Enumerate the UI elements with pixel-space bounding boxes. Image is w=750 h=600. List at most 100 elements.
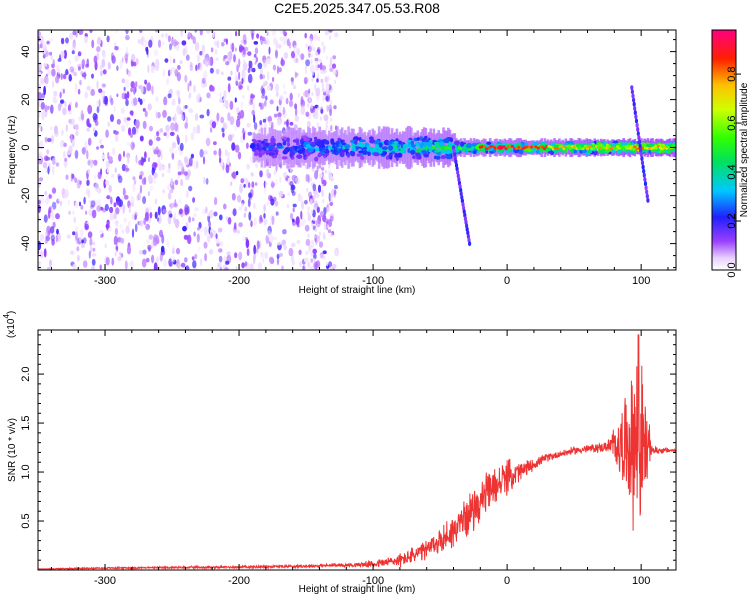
noise-cell [175, 90, 180, 95]
noise-cell [185, 190, 189, 198]
noise-cell [76, 246, 80, 252]
noise-cell [258, 102, 262, 107]
y-tick-label: 1.0 [20, 464, 32, 479]
noise-cell [169, 54, 172, 64]
noise-cell [322, 250, 327, 255]
colorbar-tick-label: 0.8 [726, 66, 738, 81]
noise-cell [180, 30, 183, 33]
noise-cell [174, 113, 177, 123]
noise-cell [38, 36, 41, 42]
streak-cell [456, 173, 460, 179]
noise-cell [329, 56, 333, 65]
noise-cell [40, 102, 45, 110]
noise-cell [55, 213, 60, 220]
noise-cell [47, 266, 51, 270]
noise-cell [300, 105, 305, 115]
noise-cell [184, 122, 188, 129]
noise-cell [206, 30, 211, 34]
band-blob [617, 149, 622, 155]
noise-cell [209, 127, 213, 133]
noise-cell [278, 103, 282, 113]
noise-cell [182, 225, 187, 232]
band-blob [604, 148, 611, 153]
noise-cell [313, 253, 317, 260]
noise-cell [323, 45, 326, 50]
noise-cell [247, 131, 253, 136]
noise-cell [234, 47, 237, 52]
band-blob [370, 147, 374, 150]
noise-cell [196, 94, 200, 103]
noise-cell [301, 200, 305, 210]
band-blob [330, 138, 335, 144]
noise-cell [275, 49, 278, 59]
band-cell [416, 130, 420, 165]
noise-cell [177, 65, 181, 70]
noise-cell [121, 229, 125, 235]
noise-cell [48, 194, 53, 199]
noise-cell [213, 40, 218, 46]
band-core [536, 146, 540, 150]
band-blob [412, 155, 416, 159]
noise-cell [96, 100, 99, 108]
noise-cell [279, 30, 284, 35]
noise-cell [137, 39, 142, 44]
noise-cell [230, 70, 233, 76]
noise-cell [308, 244, 311, 250]
noise-cell [221, 71, 224, 76]
noise-cell [201, 77, 206, 84]
noise-cell [273, 170, 277, 175]
noise-cell [223, 203, 227, 210]
noise-cell [133, 179, 137, 185]
noise-cell [118, 153, 122, 162]
noise-cell [180, 114, 185, 121]
noise-cell [206, 92, 211, 99]
band-blob [310, 147, 316, 150]
noise-cell [174, 218, 180, 229]
noise-cell [328, 173, 333, 180]
noise-cell [326, 224, 330, 229]
noise-cell [317, 87, 320, 92]
noise-cell [134, 223, 138, 233]
noise-cell [329, 67, 334, 72]
band-blob [283, 136, 287, 141]
band-blob [338, 143, 343, 147]
x-tick-label: 100 [632, 575, 650, 587]
noise-cell [40, 77, 45, 85]
noise-cell [59, 91, 62, 99]
noise-cell [119, 223, 123, 230]
noise-cell [199, 50, 203, 56]
streak-cell [462, 205, 466, 211]
noise-cell [107, 151, 110, 160]
noise-cell [311, 77, 314, 82]
noise-cell [223, 96, 227, 103]
noise-cell [208, 220, 212, 228]
noise-cell [111, 257, 115, 266]
band-core [616, 145, 620, 148]
noise-cell [76, 179, 81, 189]
noise-cell [174, 149, 178, 154]
noise-cell [114, 46, 119, 51]
noise-cell [127, 155, 130, 164]
snr-axes: -300 -200 -100 0 100 0.5 1.0 1.5 2.0 [20, 330, 676, 587]
noise-cell [84, 223, 89, 231]
noise-cell [96, 80, 99, 89]
noise-cell [319, 62, 323, 71]
noise-cell [169, 213, 173, 218]
noise-cell [161, 41, 165, 46]
band-blob [263, 138, 268, 142]
noise-cell [269, 120, 272, 127]
noise-cell [314, 190, 319, 199]
noise-cell [162, 69, 165, 78]
noise-cell [264, 100, 267, 107]
noise-cell [174, 122, 178, 132]
band-blob [581, 149, 588, 154]
noise-cell [265, 201, 269, 206]
noise-cell [80, 70, 84, 76]
noise-cell [322, 69, 326, 75]
noise-cell [38, 151, 43, 160]
noise-cell [259, 73, 263, 80]
noise-cell [161, 173, 165, 177]
noise-cell [267, 115, 272, 123]
noise-cell [87, 104, 93, 115]
x-tick-label: -300 [94, 275, 116, 287]
